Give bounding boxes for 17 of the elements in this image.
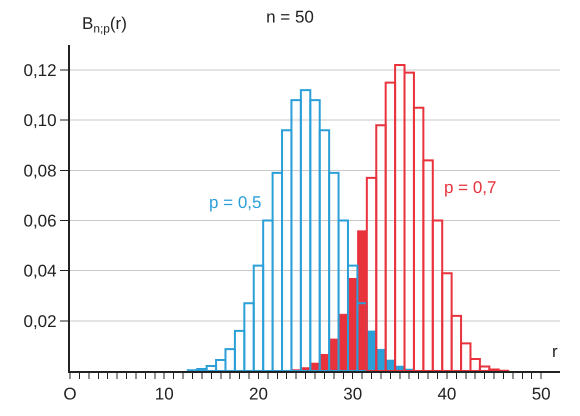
x-tick-label: 30 — [343, 384, 362, 404]
y-tick-label: 0,08 — [24, 161, 57, 180]
x-tick-label: O — [63, 384, 77, 404]
y-tick-label: 0,04 — [24, 262, 57, 281]
x-tick-label: 10 — [154, 384, 174, 404]
y-tick-label: 0,02 — [24, 312, 57, 331]
y-tick-label: 0,10 — [24, 111, 57, 130]
series-label: p = 0,5 — [209, 193, 262, 212]
chart-title: n = 50 — [266, 7, 314, 26]
y-axis-title: B$_{n;p}$(r) — [82, 14, 127, 36]
y-tick-label: 0,12 — [24, 61, 57, 80]
y-tick-label: 0,06 — [24, 211, 57, 230]
x-tick-label: 40 — [437, 384, 456, 404]
x-axis-title: r — [552, 342, 558, 361]
series-label: p = 0,7 — [444, 178, 496, 197]
x-tick-label: 50 — [532, 384, 551, 404]
x-tick-label: 20 — [249, 384, 268, 404]
